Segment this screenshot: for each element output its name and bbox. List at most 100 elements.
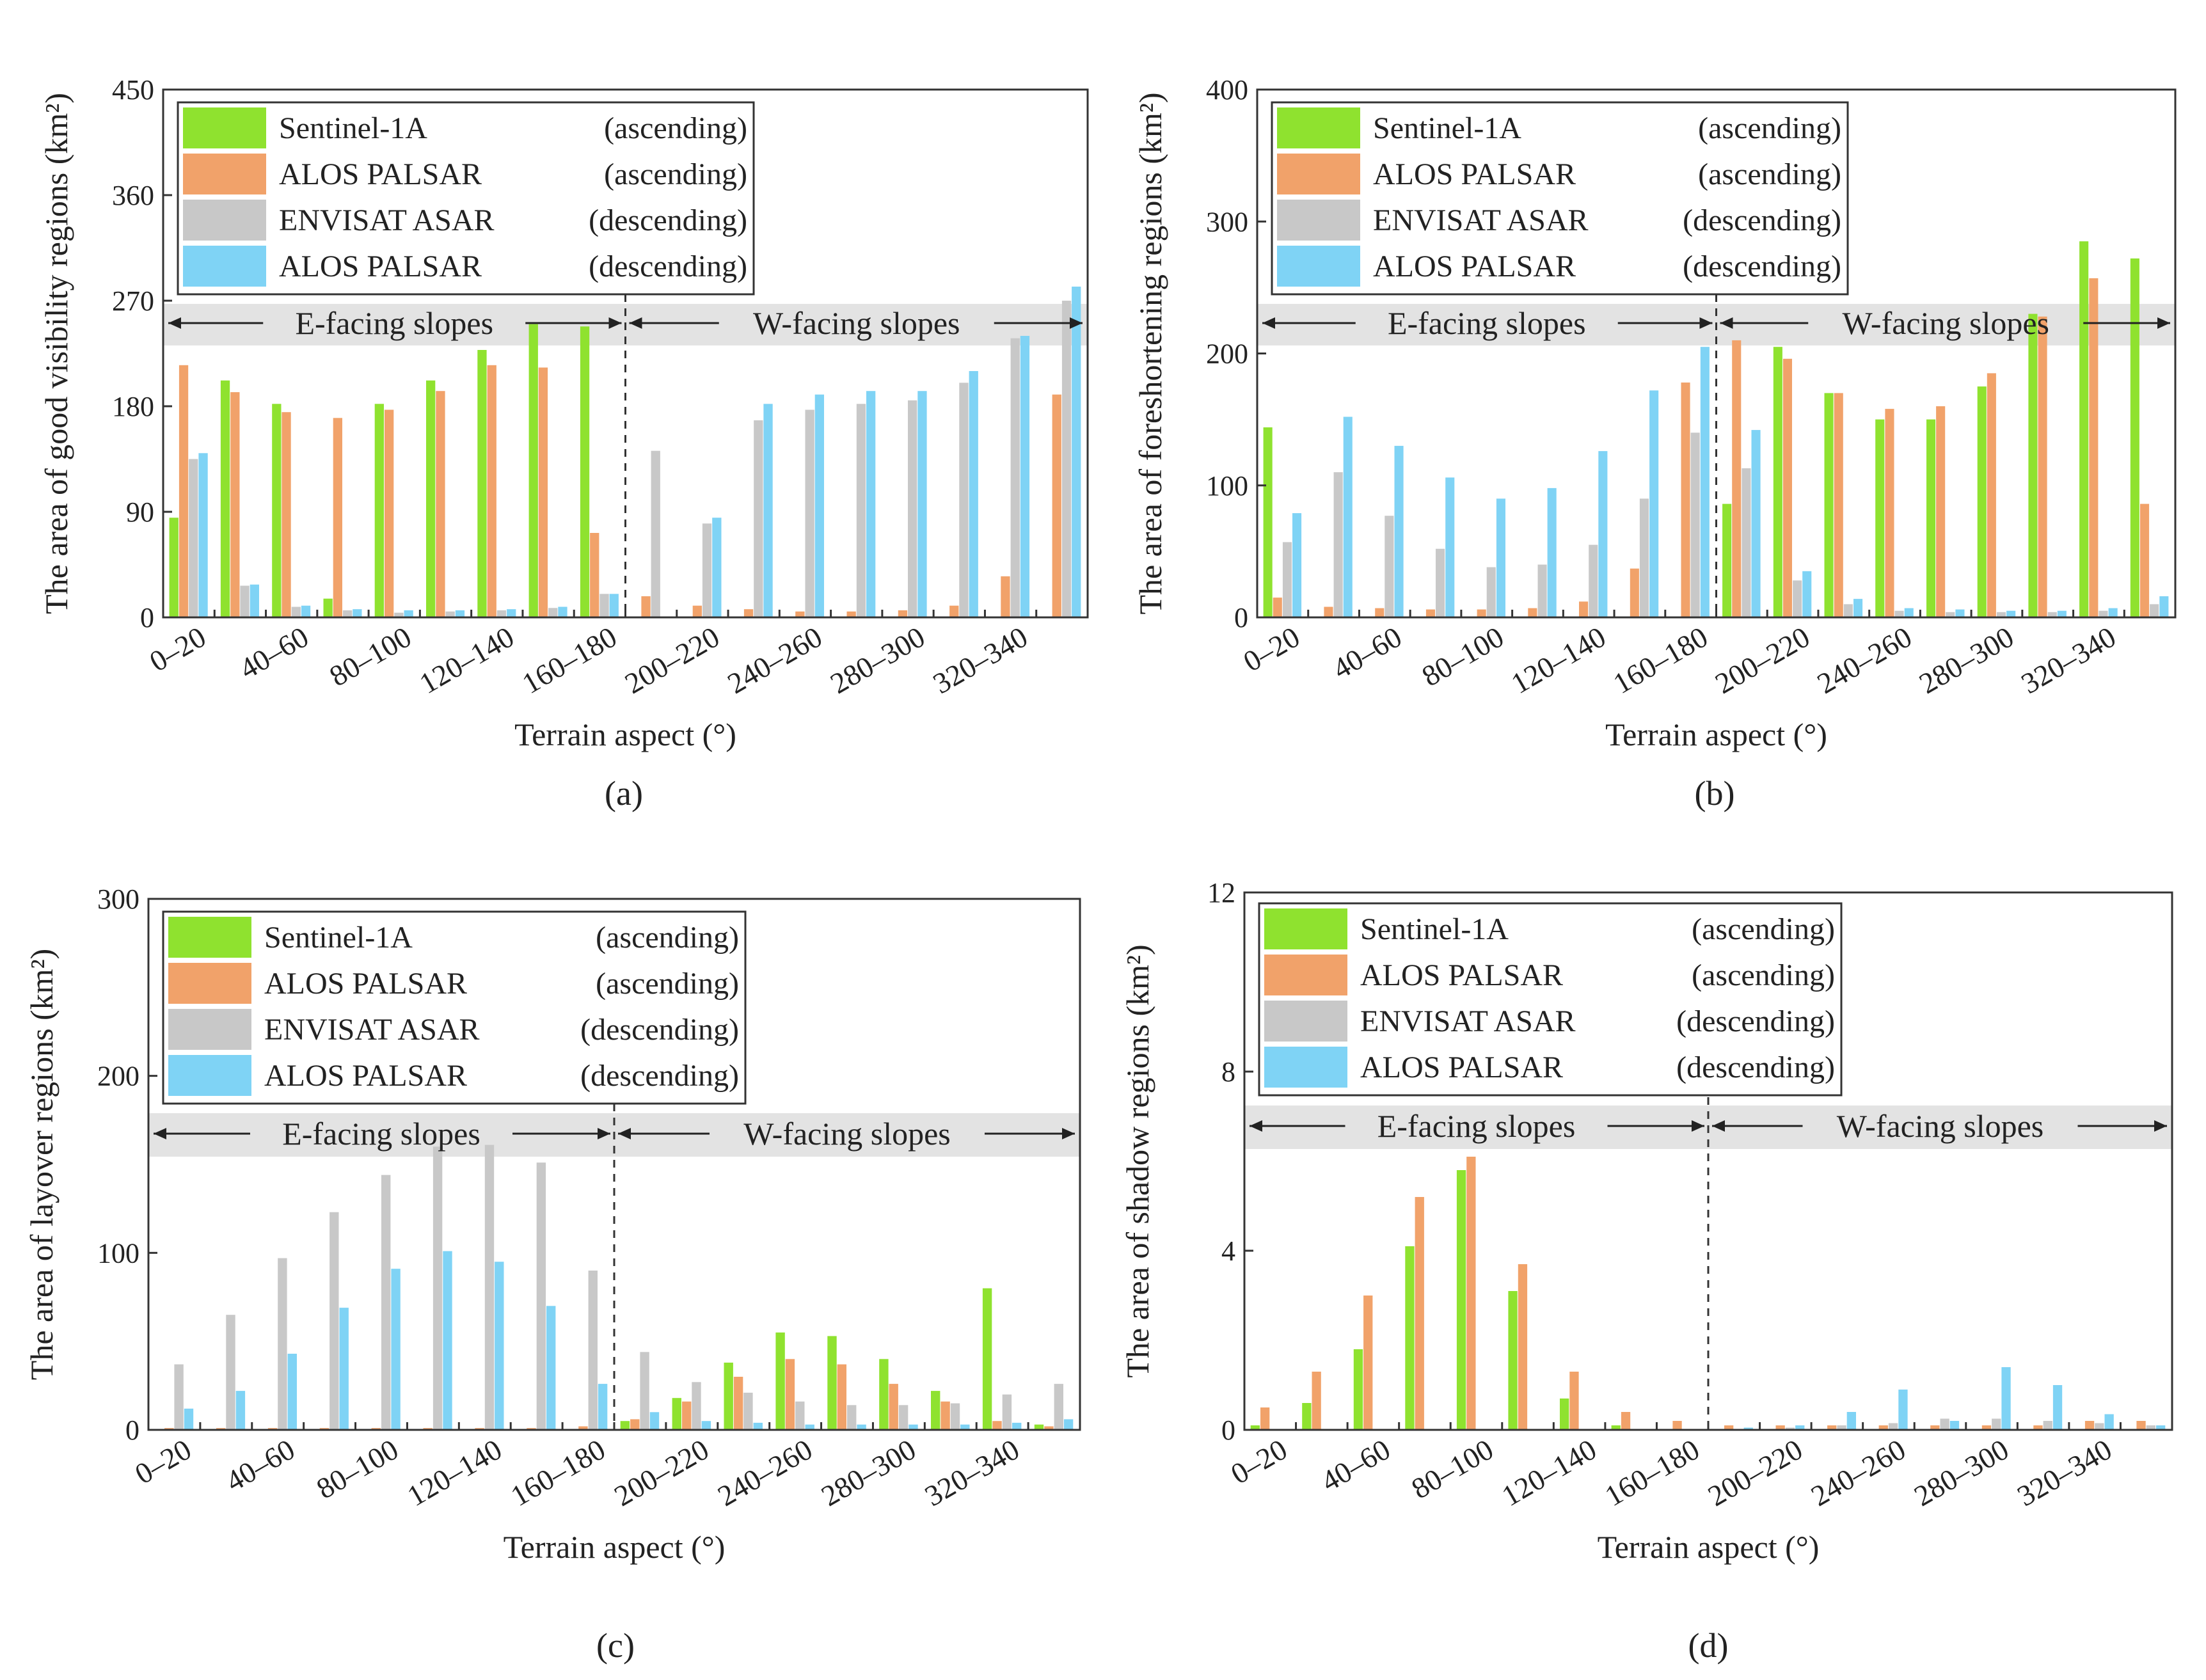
y-tick-label: 100	[97, 1237, 139, 1269]
arrow-head	[618, 1128, 631, 1139]
bar	[580, 326, 590, 617]
bar	[599, 594, 609, 617]
bar	[528, 324, 538, 617]
bar	[1955, 609, 1965, 617]
bar	[323, 598, 333, 617]
legend-swatch	[1277, 154, 1360, 194]
x-tick-label: 240–260	[712, 1432, 818, 1512]
bar	[1044, 1426, 1054, 1430]
bar	[805, 1424, 814, 1430]
legend-series-mode: (ascending)	[1692, 912, 1835, 946]
bar	[909, 1424, 918, 1430]
legend-swatch	[183, 107, 266, 148]
legend-swatch	[1264, 1001, 1347, 1042]
legend-series-name: ALOS PALSAR	[264, 967, 467, 1001]
bar	[672, 1398, 681, 1430]
bar	[477, 350, 487, 617]
bar	[495, 1262, 504, 1430]
legend-series-mode: (ascending)	[596, 967, 739, 1001]
y-axis-label: The area of shadow regions (km²)	[1120, 944, 1155, 1377]
x-tick-label: 200–220	[1710, 620, 1815, 700]
bar	[1405, 1246, 1415, 1430]
legend-box	[1271, 101, 1849, 296]
bar	[1949, 1421, 1960, 1430]
bar	[1940, 1418, 1949, 1430]
bar	[879, 1359, 889, 1430]
bar	[1598, 451, 1608, 617]
bar	[1569, 1372, 1579, 1430]
legend-swatch	[168, 1009, 251, 1050]
bar	[898, 1405, 909, 1430]
bar	[2146, 1425, 2155, 1430]
bar	[443, 1251, 452, 1430]
bar	[391, 1269, 401, 1430]
y-axis-label: The area of foreshortening regions (km²)	[1132, 92, 1168, 614]
bar	[590, 533, 599, 617]
y-tick-label: 12	[1207, 877, 1235, 908]
bar	[2079, 241, 2089, 617]
bar	[1793, 580, 1802, 618]
legend-series-mode: (ascending)	[604, 157, 747, 191]
y-tick-label: 450	[112, 74, 154, 106]
bar	[940, 1401, 950, 1430]
legend-swatch	[183, 246, 266, 287]
bar	[982, 1288, 992, 1430]
y-tick-label: 0	[125, 1415, 139, 1446]
bar	[404, 610, 413, 617]
legend-series-name: ALOS PALSAR	[264, 1059, 467, 1093]
w-facing-label: W-facing slopes	[1837, 1108, 2044, 1144]
legend-series-name: Sentinel-1A	[1373, 111, 1521, 145]
x-tick-label: 80–100	[324, 620, 417, 692]
e-facing-label: E-facing slopes	[1388, 305, 1586, 341]
bar	[1888, 1423, 1898, 1430]
bar	[1052, 394, 1061, 617]
bar	[1260, 1407, 1270, 1430]
bar	[754, 420, 763, 617]
legend-series-name: Sentinel-1A	[264, 921, 413, 955]
bar	[1837, 1425, 1846, 1430]
bar	[2140, 503, 2150, 617]
bar	[785, 1359, 795, 1430]
bar	[992, 1421, 1002, 1430]
bar	[712, 518, 722, 617]
bar	[1992, 1418, 2001, 1430]
y-axis-label: The area of layover regions (km²)	[24, 949, 60, 1380]
bar	[1436, 548, 1445, 618]
bar	[198, 453, 208, 617]
x-tick-label: 280–300	[825, 620, 930, 700]
x-tick-label: 160–180	[1608, 620, 1713, 700]
bar	[169, 518, 179, 617]
bar	[1466, 1157, 1476, 1430]
x-tick-label: 120–140	[1496, 1432, 1602, 1512]
legend-series-mode: (ascending)	[1698, 157, 1841, 191]
bar	[856, 404, 866, 617]
x-axis-label: Terrain aspect (°)	[1605, 717, 1827, 752]
bar	[507, 609, 516, 617]
bar	[1681, 382, 1690, 617]
bar	[2038, 316, 2047, 617]
bar	[2052, 1385, 2063, 1430]
bar	[1843, 604, 1853, 617]
legend-series-name: Sentinel-1A	[279, 111, 427, 145]
bar	[1002, 1394, 1012, 1430]
bar	[226, 1315, 235, 1430]
bar	[329, 1212, 339, 1430]
arrow-head	[629, 317, 642, 329]
bar	[702, 523, 712, 617]
legend-series-mode: (descending)	[580, 1059, 739, 1093]
bar	[1456, 1170, 1466, 1430]
bar	[558, 606, 567, 617]
x-tick-label: 0–20	[129, 1432, 196, 1490]
bar	[343, 610, 353, 617]
bar	[2136, 1421, 2146, 1430]
x-tick-label: 280–300	[1908, 1432, 2014, 1512]
arrow-head	[1062, 1128, 1075, 1139]
bar	[1072, 287, 1081, 617]
bar	[1987, 373, 1996, 617]
x-tick-label: 80–100	[1416, 620, 1509, 692]
y-tick-label: 0	[1221, 1415, 1235, 1446]
bar	[908, 400, 917, 617]
legend-swatch	[168, 917, 251, 958]
legend-swatch	[183, 200, 266, 241]
